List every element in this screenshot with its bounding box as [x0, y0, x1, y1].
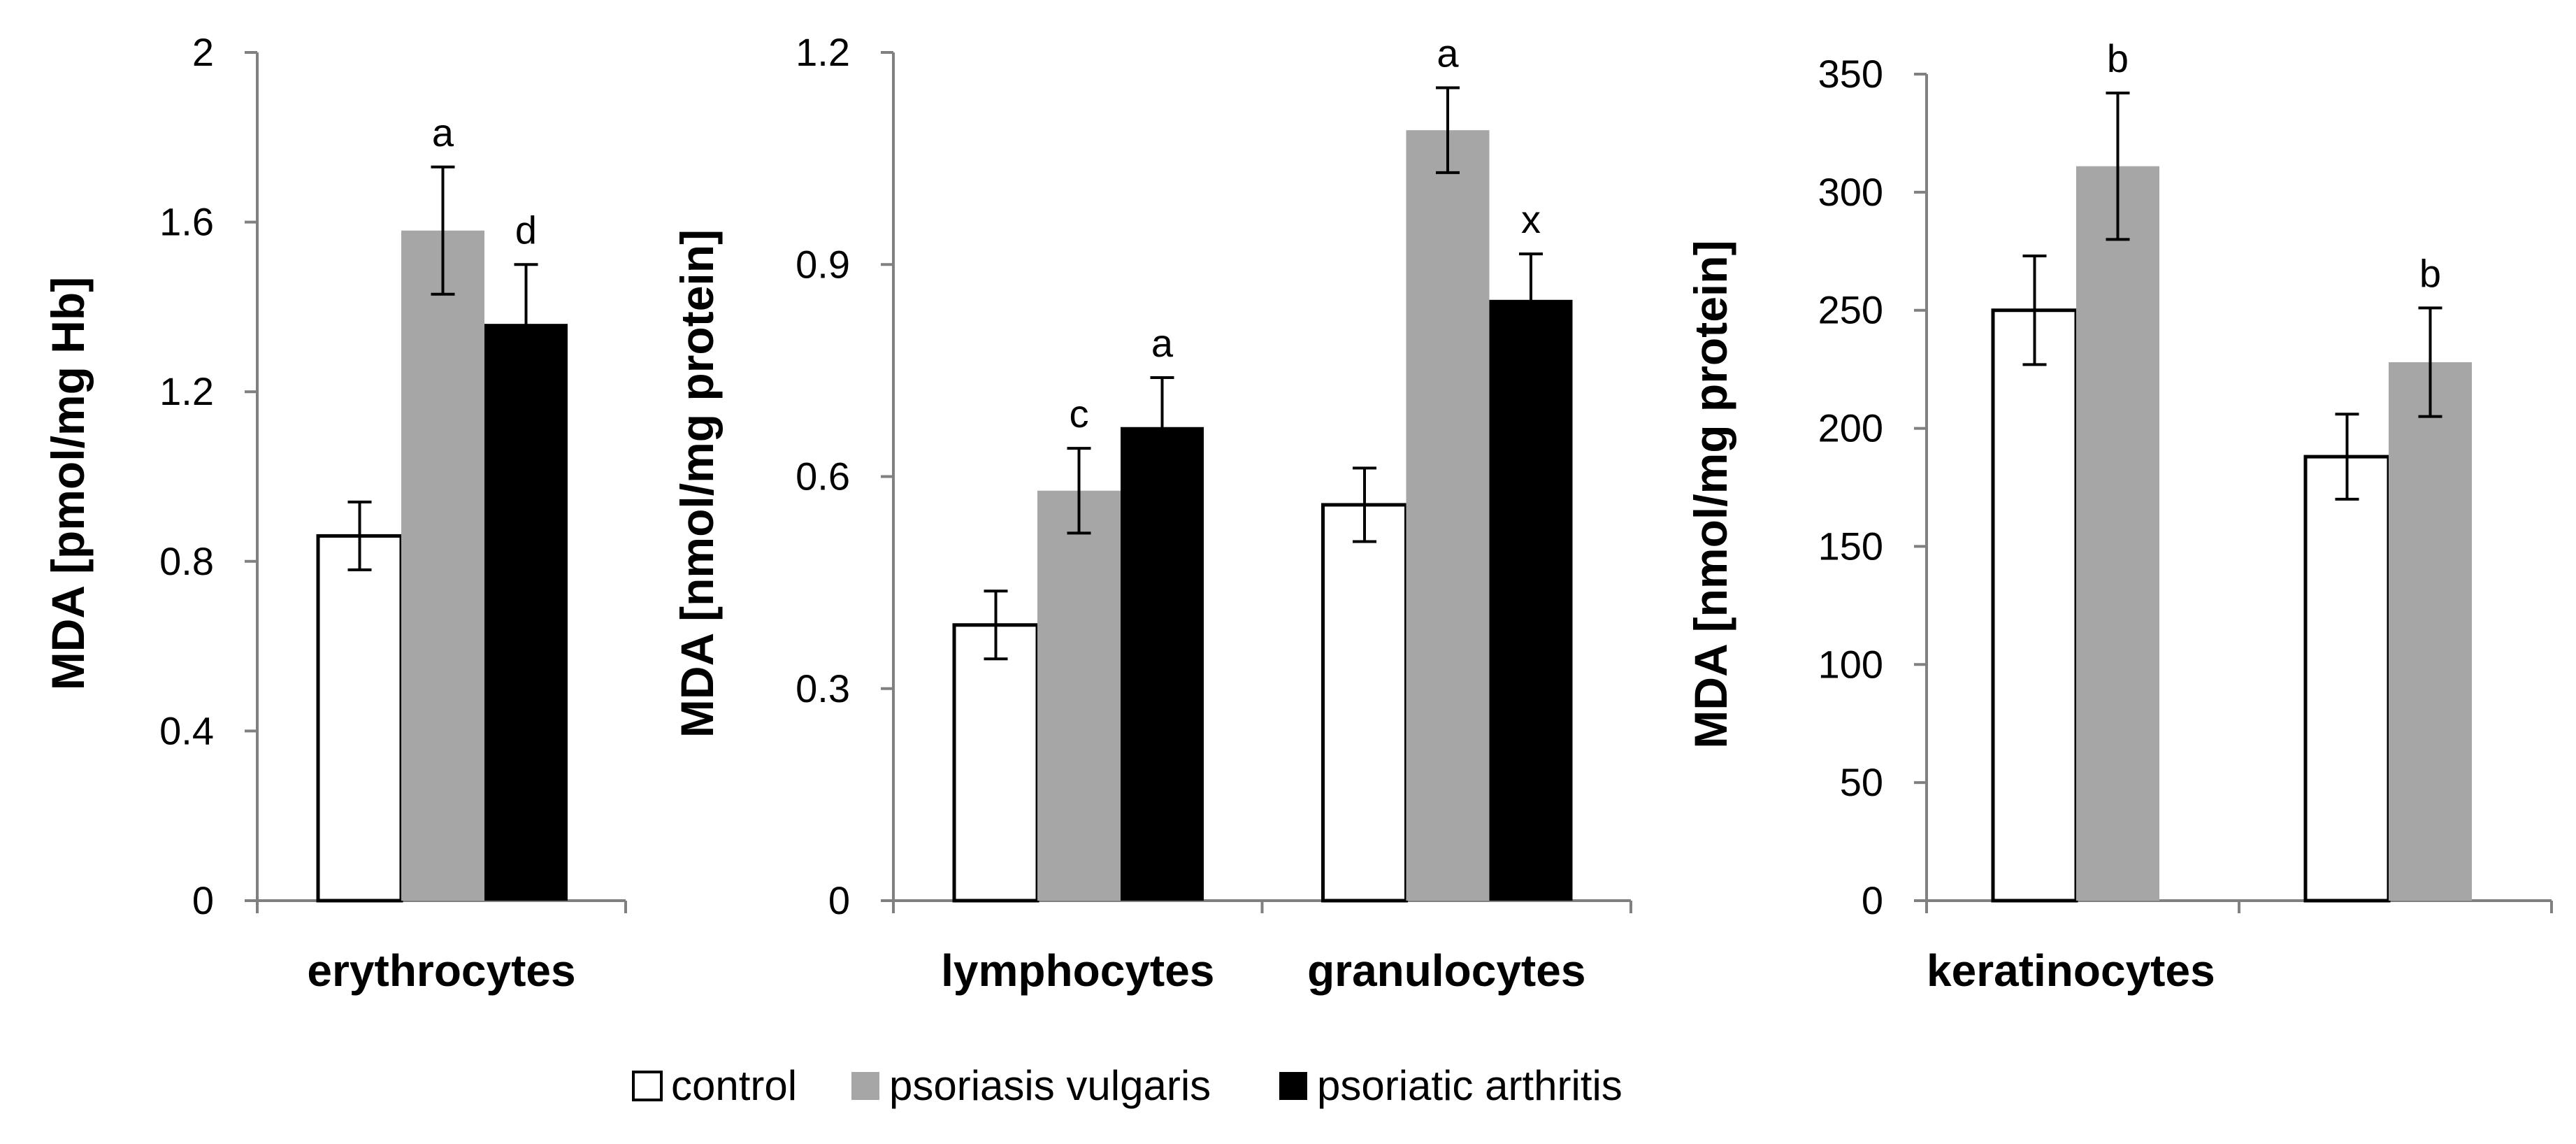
- y-tick-label: 0: [192, 878, 214, 922]
- keratinocytes-panel: 0 50 100 150 200 250 300 350 MDA [nmol/mg protei…: [1685, 36, 2553, 996]
- significance-label: a: [1437, 31, 1459, 76]
- y-axis-title: MDA [nmol/mg protein]: [1685, 240, 1736, 748]
- y-tick-label: 0.6: [796, 455, 850, 499]
- y-tick-label: 300: [1818, 170, 1883, 214]
- y-tick-label: 1.6: [159, 200, 214, 244]
- legend-entry-psoriasis-vulgaris: psoriasis vulgaris: [851, 1062, 1211, 1109]
- y-axis-title: MDA [pmol/mg Hb]: [42, 277, 94, 690]
- significance-label: c: [1070, 392, 1089, 436]
- y-tick-label: 1.2: [159, 369, 214, 413]
- category-label-granulocytes: granulocytes: [1307, 945, 1585, 996]
- bar-psoriasis-vulgaris: [1406, 130, 1490, 901]
- significance-label: a: [1151, 321, 1174, 365]
- y-tick-label: 200: [1818, 406, 1883, 450]
- bar-psoriasis-vulgaris: [1037, 490, 1121, 901]
- legend-entry-control: control: [632, 1062, 797, 1109]
- bar-psoriatic-arthritis: [484, 324, 568, 901]
- significance-label: x: [1521, 197, 1541, 241]
- significance-label: d: [515, 208, 537, 252]
- bar-psoriasis-vulgaris: [2076, 166, 2159, 901]
- bar-psoriasis-vulgaris: [2389, 362, 2472, 901]
- bar-psoriatic-arthritis: [1121, 427, 1204, 901]
- y-axis-title: MDA [nmol/mg protein]: [671, 229, 723, 738]
- bar-control: [1321, 503, 1408, 903]
- y-tick-label: 50: [1840, 760, 1883, 804]
- y-tick-label: 0.4: [159, 708, 214, 752]
- category-label-erythrocytes: erythrocytes: [307, 945, 575, 996]
- bar-psoriasis-vulgaris: [401, 230, 484, 901]
- legend-entry-psoriatic-arthritis: psoriatic arthritis: [1279, 1062, 1622, 1109]
- legend-swatch-psoriasis-vulgaris: [851, 1072, 879, 1100]
- y-tick-label: 150: [1818, 524, 1883, 568]
- significance-label: b: [2107, 36, 2129, 80]
- legend-swatch-psoriatic-arthritis: [1279, 1072, 1307, 1100]
- y-tick-label: 0.8: [159, 539, 214, 583]
- bar-control: [952, 623, 1039, 903]
- bar-psoriatic-arthritis: [1489, 299, 1573, 901]
- legend: control psoriasis vulgaris psoriatic art…: [632, 1062, 1622, 1109]
- bar-control: [316, 534, 403, 903]
- erythrocytes-panel: 0 0.4 0.8 1.2 1.6 2 MDA [pmol/mg Hb] a d erythroc…: [42, 30, 627, 996]
- category-label-lymphocytes: lymphocytes: [941, 945, 1214, 996]
- y-tick-label: 250: [1818, 288, 1883, 332]
- y-tick-label: 0: [1862, 878, 1883, 922]
- legend-swatch-control: [632, 1071, 663, 1101]
- y-tick-label: 350: [1818, 52, 1883, 96]
- blood-cells-panel: 0 0.3 0.6 0.9 1.2 MDA [nmol/mg protein] c a lymp…: [671, 30, 1632, 996]
- significance-label: a: [432, 110, 454, 155]
- y-tick-label: 100: [1818, 642, 1883, 686]
- legend-label-psoriatic-arthritis: psoriatic arthritis: [1317, 1062, 1622, 1109]
- y-tick-label: 1.2: [796, 30, 850, 74]
- y-tick-label: 0.3: [796, 666, 850, 710]
- y-tick-label: 0.9: [796, 242, 850, 286]
- legend-label-psoriasis-vulgaris: psoriasis vulgaris: [889, 1062, 1211, 1109]
- bar-control: [1991, 308, 2078, 903]
- y-tick-label: 2: [192, 30, 214, 74]
- category-label-keratinocytes: keratinocytes: [1927, 945, 2215, 996]
- legend-label-control: control: [671, 1062, 797, 1109]
- significance-label: b: [2419, 251, 2441, 295]
- y-tick-label: 0: [828, 878, 850, 922]
- bar-control: [2303, 455, 2391, 903]
